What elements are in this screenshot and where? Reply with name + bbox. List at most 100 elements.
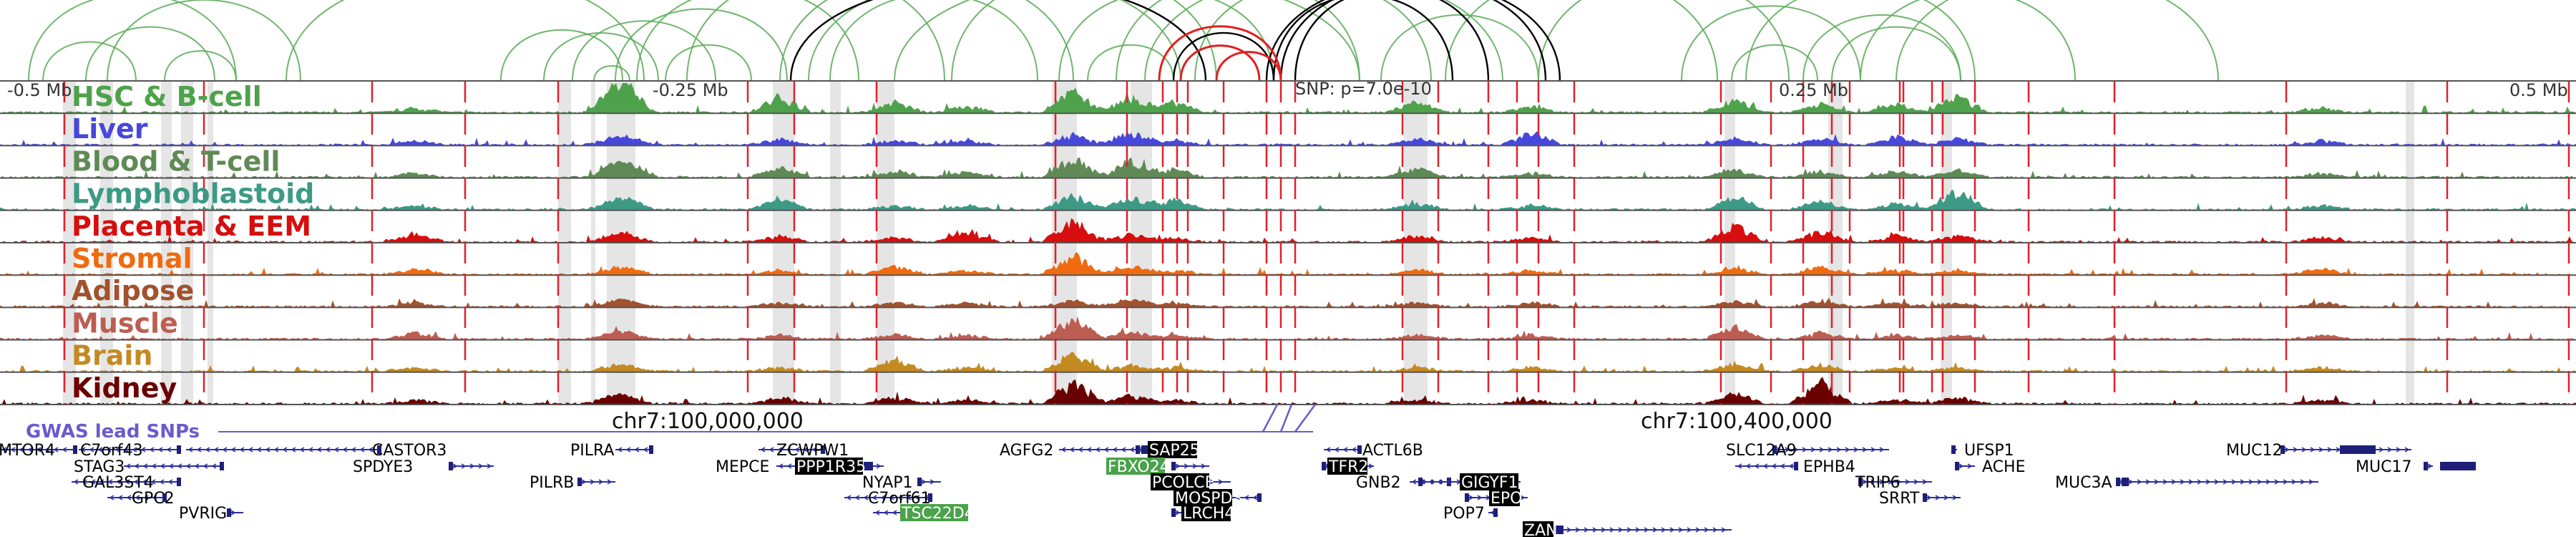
strand-chevron [889,495,894,500]
strand-chevron [1780,463,1785,469]
strand-chevron [282,447,288,453]
gene-label: PILRA [570,442,614,460]
axis-tick-label: -0.5 Mb [7,80,72,100]
red-dashed-markers [63,81,2570,405]
interaction-arc [1860,0,2076,82]
strand-chevron [1652,527,1658,533]
gene-exon [1171,462,1176,470]
gene-label: MUC3A [2055,474,2112,492]
strand-chevron [1235,495,1241,500]
gene-label-box [1489,489,1520,506]
axis-tick-label: -0.25 Mb [653,80,728,100]
strand-chevron [1584,527,1589,533]
gene-exon [220,462,224,470]
strand-chevron [1943,495,1949,500]
strand-chevron [1905,479,1911,485]
strand-chevron [2205,479,2211,485]
signal-track [0,130,2576,146]
strand-chevron [880,495,886,500]
strand-chevron [643,447,648,453]
track-label: Kidney [72,372,177,404]
gene-exon [1136,445,1140,454]
strand-chevron [1754,463,1760,469]
strand-chevron [2171,479,2177,485]
gene-exon [1794,462,1798,470]
strand-chevron [133,479,139,485]
interaction-arc [1116,0,1360,82]
gene-exon [866,462,873,470]
interaction-arc [28,0,237,82]
gene-exon [377,445,381,454]
strand-chevron [82,479,87,485]
strand-chevron [2145,479,2151,485]
gene-label: GAL3ST4 [82,474,154,492]
strand-chevron [2223,479,2228,485]
signal-track [0,316,2576,340]
strand-chevron [1661,527,1667,533]
gene-label: SLC12A9 [1726,442,1797,460]
strand-chevron [2154,479,2160,485]
strand-chevron [1802,447,1807,453]
strand-chevron [2300,479,2306,485]
strand-chevron [222,447,228,453]
strand-chevron [368,447,374,453]
strand-chevron [2137,479,2142,485]
strand-chevron [1879,479,1885,485]
signal-track [0,190,2576,211]
strand-chevron [2387,447,2393,453]
interaction-arc [1745,0,1976,82]
gene-exon [449,462,453,470]
strand-chevron [90,479,96,485]
gene-label-box [1148,441,1197,458]
strand-chevron [80,447,86,453]
gene-exon [227,508,231,517]
strand-chevron [786,447,791,453]
strand-chevron [2188,479,2194,485]
strand-chevron [874,510,880,516]
strand-chevron [2162,479,2168,485]
gene-exon [2280,445,2285,454]
strand-chevron [1575,527,1581,533]
strand-chevron [2396,447,2401,453]
strand-chevron [248,447,253,453]
strand-chevron [2318,447,2324,453]
strand-chevron [2291,479,2297,485]
interaction-arcs [28,0,2219,82]
gene-exon [1858,478,1863,486]
gene-label: GPC2 [132,490,175,508]
strand-chevron [1351,447,1357,453]
interaction-arc [1731,44,1818,82]
strand-chevron [53,447,59,453]
interaction-arc [1538,0,1790,82]
strand-chevron [125,479,130,485]
strand-chevron [469,463,475,469]
strand-chevron [1244,495,1249,500]
strand-chevron [2427,463,2433,469]
strand-chevron [132,447,137,453]
strand-chevron [1103,447,1109,453]
strand-chevron [625,447,631,453]
gene-label: ACTL6B [1362,442,1423,460]
strand-chevron [1678,527,1684,533]
strand-chevron [607,479,613,485]
strand-chevron [2327,447,2333,453]
interaction-arc [636,0,859,82]
strand-chevron [923,495,929,500]
strand-chevron [10,447,16,453]
strand-chevron [1566,527,1572,533]
interaction-arc [808,0,1181,82]
strand-chevron [1721,527,1727,533]
strand-chevron [914,495,920,500]
signal-tracks [0,80,2576,405]
interaction-arc [500,29,623,82]
strand-chevron [1785,447,1790,453]
gene-exon [177,445,181,454]
strand-chevron [2265,479,2271,485]
strand-chevron [2284,447,2290,453]
strand-chevron [1184,463,1189,469]
gene-exon [1951,445,1956,454]
strand-chevron [1870,479,1876,485]
strand-chevron [617,447,623,453]
